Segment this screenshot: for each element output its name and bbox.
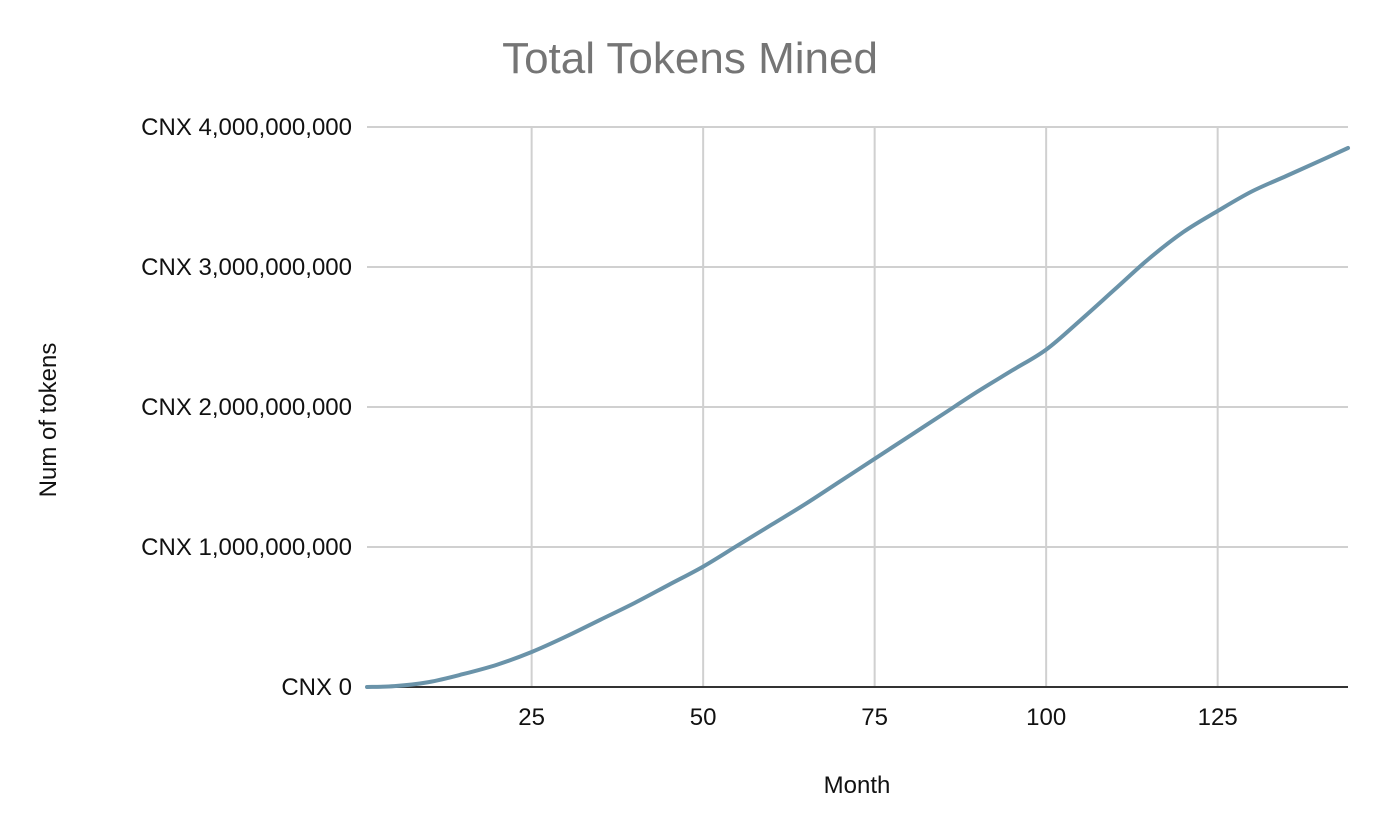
x-tick-label: 125 [1198, 704, 1238, 731]
y-axis-label: Num of tokens [35, 343, 62, 498]
series-line-1 [365, 146, 1350, 689]
x-tick-label: 50 [690, 704, 717, 731]
x-tick-label: 75 [861, 704, 888, 731]
x-axis-label: Month [824, 772, 891, 799]
grid-layer [367, 126, 1348, 687]
series-layer [365, 146, 1350, 689]
y-tick-label: CNX 2,000,000,000 [141, 394, 352, 421]
y-tick-label: CNX 0 [281, 674, 352, 701]
x-tick-label: 25 [518, 704, 545, 731]
chart-title: Total Tokens Mined [502, 34, 878, 83]
y-tick-label: CNX 3,000,000,000 [141, 254, 352, 281]
y-tick-label: CNX 4,000,000,000 [141, 114, 352, 141]
axis-layer: CNX 0 CNX 1,000,000,000 CNX 2,000,000,000 C… [141, 114, 1348, 731]
y-tick-label: CNX 1,000,000,000 [141, 534, 352, 561]
x-tick-label: 100 [1026, 704, 1066, 731]
